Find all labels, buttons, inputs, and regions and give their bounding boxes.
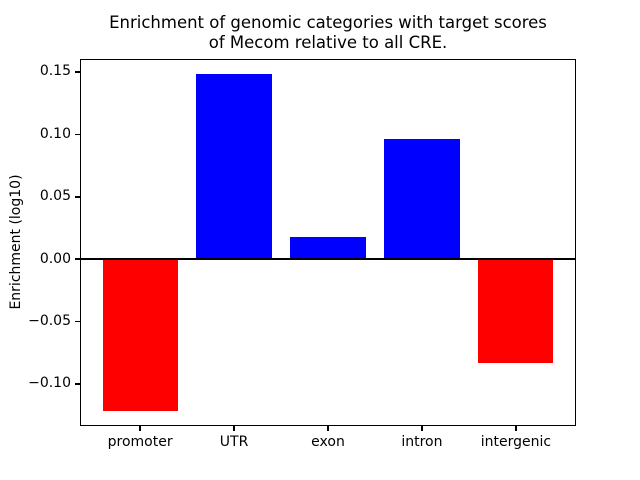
x-tick-label-intron: intron [401, 434, 443, 450]
bar-intergenic [478, 259, 554, 363]
y-tick-mark [75, 133, 80, 136]
chart-title: Enrichment of genomic categories with ta… [80, 13, 576, 52]
x-tick-label-exon: exon [311, 434, 345, 450]
y-tick-mark [75, 196, 80, 198]
zero-line [80, 258, 576, 261]
chart-title-line-2: of Mecom relative to all CRE. [208, 32, 448, 52]
bar-exon [290, 236, 366, 260]
bar-promoter [102, 259, 178, 412]
y-tick-label: −0.10 [28, 375, 71, 392]
y-tick-mark [75, 320, 80, 323]
y-tick-mark [75, 258, 80, 260]
y-tick-mark [75, 71, 80, 73]
x-tick-label-intergenic: intergenic [480, 434, 552, 450]
x-tick-mark [139, 426, 141, 431]
y-tick-label: 0.10 [39, 125, 71, 142]
x-tick-label-promoter: promoter [107, 434, 173, 450]
y-tick-label: 0.00 [39, 250, 71, 267]
x-tick-mark [233, 426, 235, 431]
y-tick-label: 0.15 [39, 63, 71, 80]
bar-intron [384, 139, 460, 260]
x-tick-label-UTR: UTR [219, 434, 249, 450]
chart-title-line-1: Enrichment of genomic categories with ta… [109, 13, 547, 32]
bar-UTR [196, 74, 272, 260]
y-tick-label: 0.05 [39, 188, 71, 205]
x-tick-mark [327, 426, 329, 431]
y-tick-mark [75, 383, 80, 385]
x-tick-mark [421, 426, 423, 431]
y-tick-label: −0.05 [28, 313, 71, 330]
x-tick-mark [515, 426, 517, 431]
